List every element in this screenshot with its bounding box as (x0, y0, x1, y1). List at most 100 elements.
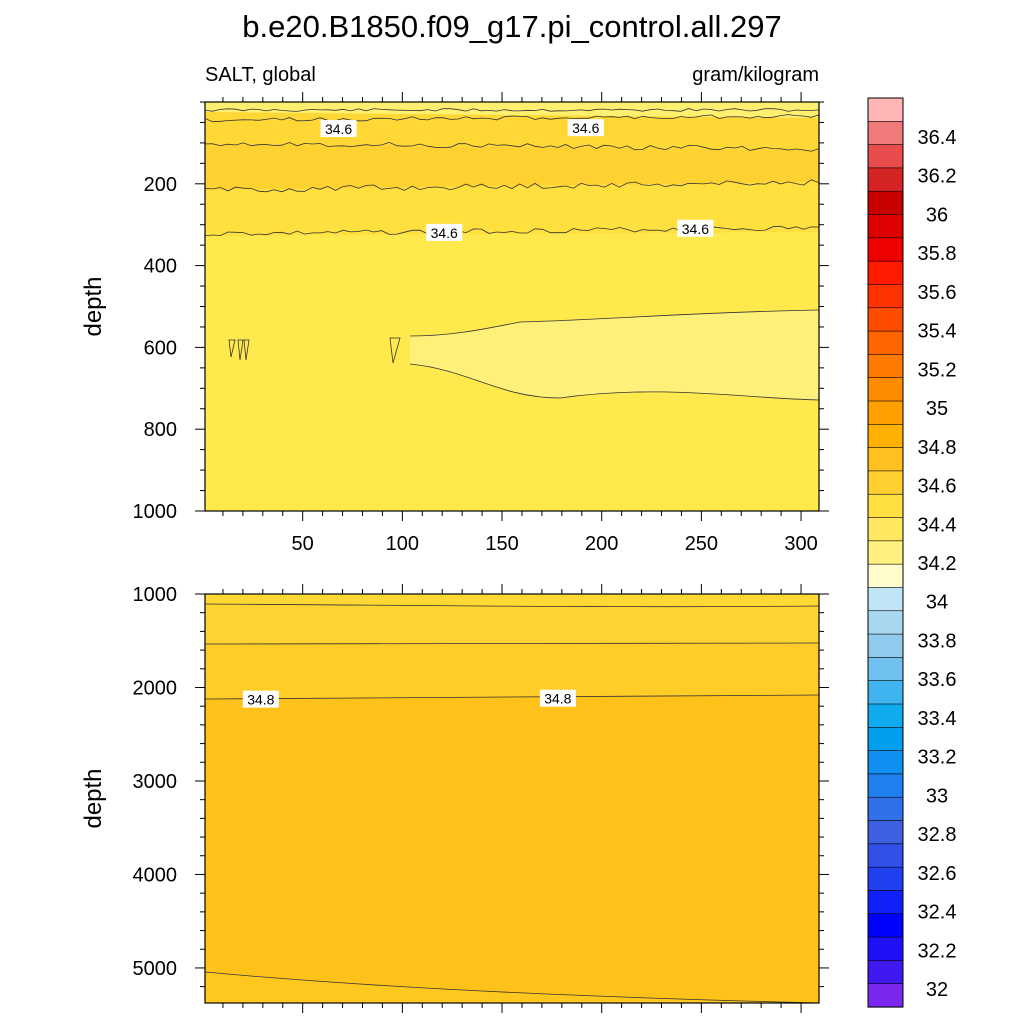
colorbar-label: 32 (926, 979, 948, 1001)
lower-depth-panel: 34.8 34.8 1000 2000 3000 4000 5000 depth (80, 584, 829, 1013)
upper-depth-panel: 34.6 34.6 34.6 34.6 50 100 150 200 250 300 200 400 6… (80, 92, 829, 555)
salinity-colorbar: 36.4 36.2 36 35.8 35.6 35.4 35.2 35 34.8 34.6 34.4… (867, 97, 957, 1008)
colorbar-label: 32.8 (918, 824, 957, 846)
svg-text:34.6: 34.6 (431, 225, 458, 241)
colorbar-swatch (867, 190, 904, 216)
colorbar-swatch (867, 330, 904, 355)
colorbar-swatch (867, 657, 904, 682)
x-tick-label: 50 (292, 533, 314, 555)
colorbar-label: 35.6 (918, 282, 957, 304)
variable-label: SALT, global (205, 64, 316, 86)
colorbar-swatch (867, 493, 904, 519)
colorbar-swatch (867, 97, 904, 122)
colorbar-swatch (867, 983, 904, 1008)
x-tick-label: 150 (485, 533, 518, 555)
colorbar-label: 35.8 (918, 243, 957, 265)
colorbar-swatch (867, 121, 904, 146)
svg-text:34.8: 34.8 (247, 692, 274, 708)
contour-label: 34.6 (677, 219, 714, 237)
colorbar-swatch (867, 703, 904, 728)
salinity-fill-34-72 (205, 604, 819, 644)
colorbar-swatch (867, 237, 904, 262)
colorbar-label: 35.2 (918, 359, 957, 381)
colorbar-swatch (867, 144, 904, 169)
colorbar-swatch (867, 680, 904, 705)
colorbar-label: 34.8 (918, 437, 957, 459)
colorbar-label: 32.2 (918, 940, 957, 962)
y-tick-label: 400 (144, 256, 177, 278)
colorbar-label: 34.4 (918, 514, 957, 536)
colorbar-label: 35 (926, 398, 948, 420)
colorbar-swatch (867, 260, 904, 286)
contour-line (409, 309, 819, 401)
x-tick-label: 200 (585, 533, 618, 555)
colorbar-label: 36.2 (918, 166, 957, 188)
colorbar-swatch (867, 913, 904, 938)
colorbar-label: 32.6 (918, 863, 957, 885)
colorbar-swatch (867, 960, 904, 985)
contour-label: 34.6 (320, 119, 357, 137)
colorbar-label: 35.4 (918, 321, 957, 343)
colorbar-label: 34 (926, 592, 948, 614)
colorbar-swatch (867, 377, 904, 402)
contour-line (205, 114, 819, 123)
contour-line (237, 339, 244, 361)
colorbar-swatch (867, 400, 904, 425)
colorbar-swatch (867, 447, 904, 472)
colorbar-swatch (867, 470, 904, 495)
colorbar-swatch (867, 936, 904, 961)
colorbar-swatch (867, 820, 904, 845)
colorbar-label: 34.6 (918, 476, 957, 498)
contour-line (228, 339, 236, 358)
y-tick-label: 600 (144, 337, 177, 359)
contour-label: 34.6 (567, 119, 604, 137)
contour-line (205, 108, 819, 112)
colorbar-swatch (867, 796, 904, 822)
colorbar-swatch (867, 563, 904, 589)
colorbar-swatch (867, 214, 904, 239)
colorbar-swatch (867, 587, 904, 612)
colorbar-label: 34.2 (918, 553, 957, 575)
y-tick-label: 800 (144, 419, 177, 441)
contour-line (205, 642, 819, 645)
plot-frame (204, 593, 820, 1004)
y-tick-label: 2000 (133, 677, 178, 699)
svg-text:34.6: 34.6 (572, 120, 599, 136)
contour-line (205, 603, 819, 608)
x-tick-label: 100 (386, 533, 419, 555)
salinity-fill-34-7 (205, 594, 819, 606)
svg-text:34.6: 34.6 (682, 221, 709, 237)
y-axis-label: depth (80, 768, 107, 828)
colorbar-swatch (867, 866, 904, 892)
y-tick-label: 5000 (133, 958, 178, 980)
units-label: gram/kilogram (692, 64, 819, 86)
colorbar-swatch (867, 773, 904, 798)
fresher-water-lens (410, 310, 819, 400)
colorbar-frame (867, 97, 904, 1008)
y-tick-label: 1000 (133, 501, 178, 523)
contour-line (389, 337, 401, 364)
colorbar-label: 36.4 (918, 127, 957, 149)
y-tick-label: 3000 (133, 771, 178, 793)
colorbar-swatch (867, 540, 904, 565)
contour-label: 34.8 (242, 690, 279, 708)
colorbar-label: 33.2 (918, 747, 957, 769)
colorbar-label: 36 (926, 205, 948, 227)
colorbar-swatch (867, 610, 904, 635)
contour-label: 34.6 (426, 223, 463, 241)
colorbar-swatch (867, 517, 904, 542)
contour-line (205, 141, 819, 152)
contour-line (205, 179, 819, 193)
x-tick-label: 300 (784, 533, 817, 555)
colorbar-swatch (867, 354, 904, 379)
contour-label: 34.8 (539, 689, 576, 707)
colorbar-swatch (867, 633, 904, 658)
colorbar-swatch (867, 167, 904, 192)
colorbar-swatch (867, 284, 904, 309)
salinity-fill-34-6 (205, 182, 819, 236)
colorbar-label: 33.8 (918, 631, 957, 653)
colorbar-label: 33.6 (918, 669, 957, 691)
y-tick-label: 4000 (133, 864, 178, 886)
salinity-fill-34-4 (205, 102, 819, 118)
